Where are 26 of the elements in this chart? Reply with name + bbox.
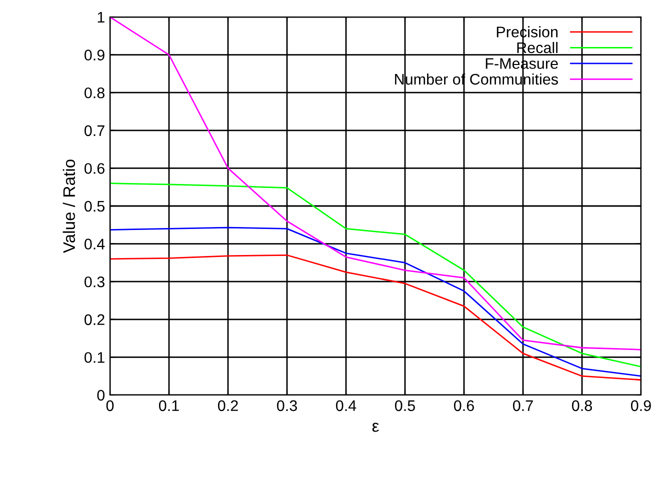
x-tick-label: 0.2 — [218, 400, 238, 412]
line-series — [110, 226, 641, 377]
y-tick-label: 0.5 — [84, 200, 104, 212]
y-tick-label: 0.1 — [84, 352, 104, 363]
x-tick-label: 0.5 — [394, 400, 415, 412]
x-tick-label: 0.4 — [336, 400, 356, 412]
x-tick-label: 0.6 — [454, 400, 474, 412]
y-tick-label: 1 — [98, 12, 104, 23]
x-tick-label: 0.8 — [572, 400, 592, 412]
x-tick-label: 0.1 — [158, 400, 179, 412]
y-tick-label: 0.9 — [84, 50, 104, 60]
y-axis-title: Value / Ratio — [62, 160, 76, 254]
x-tick-label: 0 — [106, 400, 114, 412]
x-tick-label: 0.3 — [276, 400, 297, 412]
y-tick-label: 0.3 — [84, 276, 104, 288]
y-tick-label: 0.7 — [84, 125, 104, 136]
y-tick-label: 0.8 — [84, 87, 104, 98]
line-series — [110, 254, 641, 381]
y-tick-label: 0.4 — [84, 238, 105, 250]
line-series — [110, 182, 641, 368]
y-tick-label: 0.2 — [84, 314, 104, 326]
y-tick-label: 0.6 — [84, 163, 104, 174]
x-axis-title: ε — [372, 422, 379, 432]
x-tick-label: 0.7 — [512, 400, 533, 412]
y-tick-label: 0 — [97, 390, 105, 401]
x-tick-label: 0.9 — [630, 400, 651, 412]
